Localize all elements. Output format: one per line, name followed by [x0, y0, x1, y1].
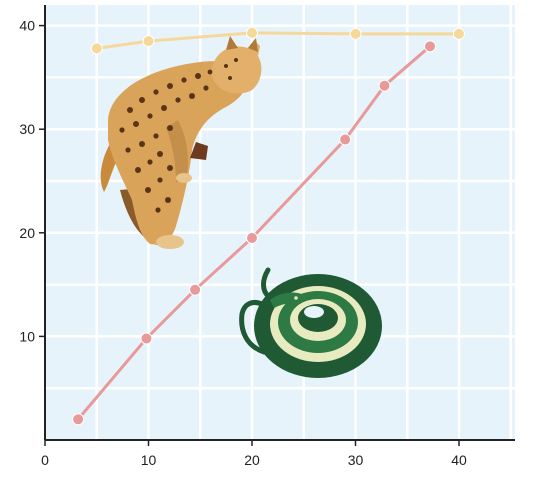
x-tick-label: 10 [141, 452, 157, 468]
y-tick-label: 10 [19, 328, 35, 344]
data-point [339, 133, 352, 146]
snake-illustration [239, 267, 382, 378]
tick-labels: 0 10 20 30 40 10 20 30 40 [19, 18, 467, 468]
y-tick-label: 30 [19, 121, 35, 137]
bobcat-illustration [100, 36, 262, 249]
data-point [349, 27, 362, 40]
axes [39, 5, 515, 446]
x-tick-label: 40 [451, 452, 467, 468]
data-point [189, 283, 202, 296]
x-tick-label: 0 [41, 452, 49, 468]
data-point [142, 35, 155, 48]
x-tick-label: 20 [244, 452, 260, 468]
data-point [246, 231, 258, 244]
data-point [90, 42, 103, 55]
data-point [453, 27, 465, 40]
y-tick-label: 40 [19, 18, 35, 34]
x-tick-label: 30 [348, 452, 364, 468]
y-tick-label: 20 [19, 225, 35, 241]
series-group [72, 26, 465, 426]
data-point [424, 40, 437, 53]
data-point [140, 332, 153, 345]
data-point [378, 79, 391, 92]
data-point [72, 413, 85, 426]
data-point [246, 26, 258, 39]
